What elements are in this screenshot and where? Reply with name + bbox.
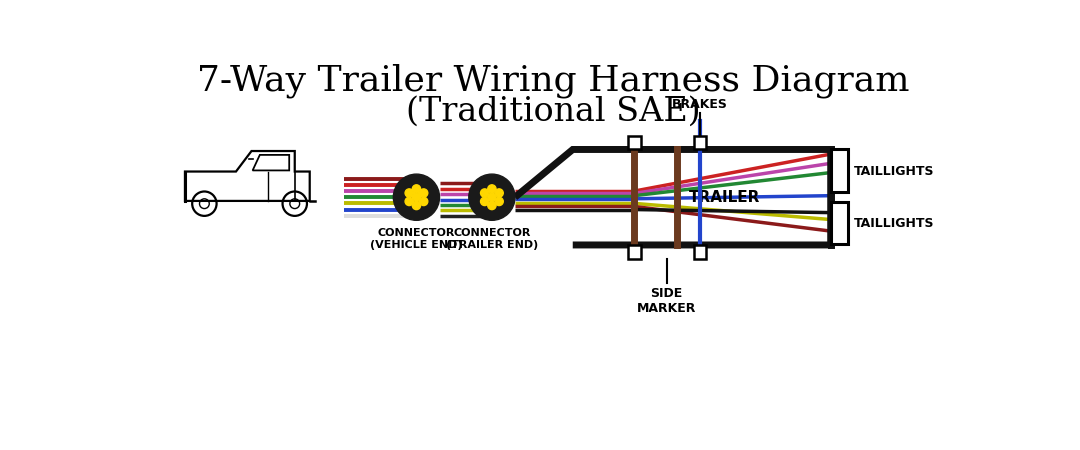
FancyBboxPatch shape [629,245,640,259]
Text: TAILLIGHTS: TAILLIGHTS [854,165,934,178]
FancyBboxPatch shape [693,245,706,259]
Text: 7-Way Trailer Wiring Harness Diagram: 7-Way Trailer Wiring Harness Diagram [198,64,909,98]
Text: CONNECTOR
(TRAILER END): CONNECTOR (TRAILER END) [446,228,538,250]
FancyBboxPatch shape [831,149,848,192]
Circle shape [481,189,489,197]
Circle shape [481,197,489,206]
Circle shape [405,189,414,197]
Circle shape [419,189,428,197]
Circle shape [413,185,420,193]
Text: TRAILER: TRAILER [689,190,760,205]
Circle shape [419,197,428,206]
Circle shape [469,174,515,220]
Text: BRAKES: BRAKES [672,98,728,111]
Circle shape [495,197,503,206]
FancyBboxPatch shape [693,135,706,149]
Circle shape [495,189,503,197]
Circle shape [405,197,414,206]
Text: (Traditional SAE): (Traditional SAE) [406,96,701,128]
Circle shape [413,193,420,202]
Circle shape [413,201,420,210]
Text: CONNECTOR
(VEHICLE END): CONNECTOR (VEHICLE END) [370,228,462,250]
Circle shape [488,193,496,202]
Text: SIDE
MARKER: SIDE MARKER [637,287,697,315]
Text: TAILLIGHTS: TAILLIGHTS [854,217,934,230]
FancyBboxPatch shape [831,202,848,244]
Circle shape [488,201,496,210]
Circle shape [393,174,440,220]
Circle shape [488,185,496,193]
FancyBboxPatch shape [629,135,640,149]
